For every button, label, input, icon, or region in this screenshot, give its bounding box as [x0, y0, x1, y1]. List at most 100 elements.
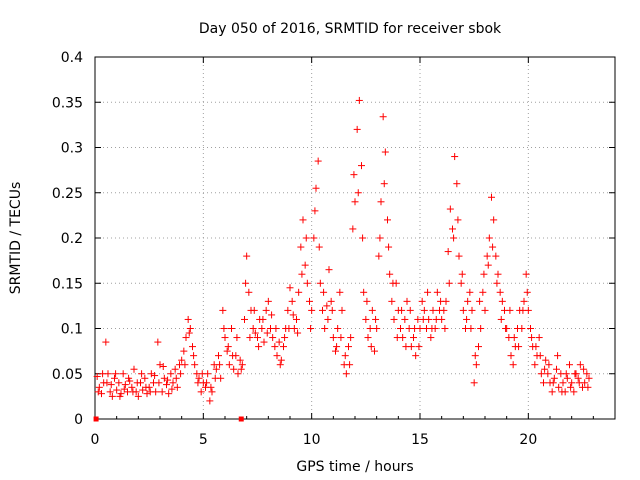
data-point: [477, 325, 485, 332]
data-point: [509, 361, 517, 369]
data-point: [212, 365, 220, 373]
data-point: [320, 288, 328, 296]
data-point: [445, 279, 453, 287]
data-point: [297, 243, 305, 251]
data-point: [397, 325, 404, 332]
data-point: [130, 365, 138, 373]
x-tick-label: 20: [519, 432, 537, 448]
data-point: [102, 338, 110, 346]
data-point: [449, 225, 456, 233]
data-point: [415, 343, 423, 351]
data-point: [507, 352, 515, 360]
data-point: [351, 198, 359, 206]
data-point: [142, 383, 150, 391]
data-point: [156, 361, 164, 369]
data-point: [190, 352, 198, 360]
data-point: [544, 370, 552, 378]
data-point: [372, 315, 380, 323]
data-point: [428, 325, 436, 332]
data-point: [490, 216, 498, 224]
data-point: [263, 329, 271, 337]
data-point: [277, 356, 285, 364]
data-point: [195, 374, 203, 382]
data-point: [216, 361, 224, 369]
data-point: [293, 315, 300, 323]
data-point: [515, 343, 523, 351]
data-point: [440, 306, 448, 314]
data-point: [95, 383, 103, 391]
data-point: [381, 148, 389, 156]
data-point: [540, 379, 547, 387]
y-tick-label: 0: [74, 412, 83, 428]
data-point: [580, 365, 588, 373]
data-point: [519, 306, 527, 314]
data-point: [246, 334, 254, 342]
data-point: [171, 365, 179, 373]
data-point: [418, 297, 426, 305]
data-point: [558, 388, 566, 396]
data-point: [272, 325, 280, 332]
data-point: [172, 374, 180, 382]
data-point: [273, 352, 281, 360]
data-point: [475, 343, 482, 351]
data-point: [155, 379, 163, 387]
data-point: [215, 352, 222, 360]
data-point: [377, 198, 385, 206]
data-point: [420, 306, 428, 314]
x-axis-label: GPS time / hours: [296, 459, 413, 475]
data-point: [154, 338, 162, 346]
data-point: [147, 370, 155, 378]
data-point: [237, 365, 245, 373]
data-point: [182, 334, 190, 342]
data-point: [94, 388, 102, 396]
data-point: [269, 334, 277, 342]
data-point: [338, 306, 346, 314]
data-point: [298, 270, 306, 278]
data-point: [559, 379, 567, 387]
data-point: [555, 383, 563, 391]
data-point: [466, 288, 474, 296]
data-point: [542, 356, 550, 364]
data-point: [165, 390, 173, 398]
data-point: [484, 261, 492, 269]
data-point: [177, 370, 185, 378]
data-point: [464, 297, 472, 305]
data-point: [128, 383, 136, 391]
data-point: [403, 297, 411, 305]
data-point: [98, 390, 105, 398]
data-point: [410, 334, 417, 342]
data-point: [458, 270, 466, 278]
data-point: [254, 334, 261, 342]
data-point: [518, 325, 526, 332]
data-point: [386, 270, 394, 278]
data-point: [229, 352, 237, 360]
x-tick-label: 5: [199, 432, 208, 448]
y-tick-label: 0.1: [61, 322, 83, 338]
data-point: [535, 334, 543, 342]
data-point: [360, 288, 368, 296]
data-point: [169, 379, 177, 387]
data-point: [141, 374, 149, 382]
data-point: [568, 379, 576, 387]
data-point: [160, 374, 168, 382]
data-point: [368, 306, 376, 314]
data-point: [402, 343, 410, 351]
data-point: [238, 361, 246, 369]
data-point: [208, 388, 216, 396]
data-point: [245, 288, 253, 296]
data-point: [454, 216, 462, 224]
data-point: [334, 325, 342, 332]
data-points: [93, 96, 593, 422]
data-point: [158, 388, 166, 396]
data-point: [306, 297, 313, 305]
data-point: [388, 297, 396, 305]
data-point: [299, 216, 307, 224]
data-point: [223, 347, 231, 355]
data-point: [457, 279, 465, 287]
data-point: [294, 329, 302, 337]
data-point: [242, 279, 250, 287]
y-axis-label: SRMTID / TECUs: [8, 182, 24, 295]
data-point: [251, 329, 259, 337]
x-tick-label: 15: [411, 432, 429, 448]
